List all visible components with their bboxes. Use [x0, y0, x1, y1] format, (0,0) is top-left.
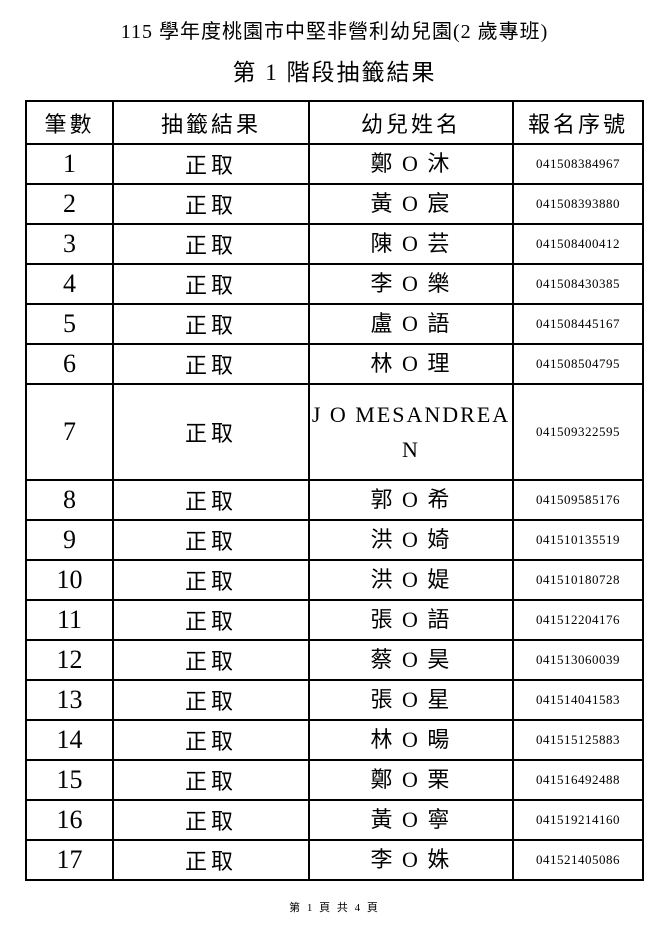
registration-number-cell: 041508504795: [512, 343, 644, 385]
header-child-name: 幼兒姓名: [308, 100, 514, 145]
table-header-row: 筆數 抽籤結果 幼兒姓名 報名序號: [25, 100, 644, 145]
child-name-cell: 鄭 O 沐: [308, 143, 514, 185]
table-row: 11 正取張 O 語 041512204176: [25, 599, 644, 641]
table-row: 13 正取張 O 星 041514041583: [25, 679, 644, 721]
table-row: 6 正取林 O 理 041508504795: [25, 343, 644, 385]
table-row: 1 正取鄭 O 沐 041508384967: [25, 143, 644, 185]
table-row: 2 正取黃 O 宸 041508393880: [25, 183, 644, 225]
child-name-cell: 盧 O 語: [308, 303, 514, 345]
child-name-cell: 林 O 暘: [308, 719, 514, 761]
registration-number-cell: 041510180728: [512, 559, 644, 601]
child-name-cell: 洪 O 媞: [308, 559, 514, 601]
child-name-cell: J O MESANDREA N: [308, 383, 514, 481]
child-name-cell: 郭 O 希: [308, 479, 514, 521]
registration-number-cell: 041508445167: [512, 303, 644, 345]
child-name-cell: 蔡 O 昊: [308, 639, 514, 681]
registration-number-cell: 041519214160: [512, 799, 644, 841]
child-name-cell: 李 O 姝: [308, 839, 514, 881]
child-name-cell: 洪 O 婍: [308, 519, 514, 561]
registration-number-cell: 041512204176: [512, 599, 644, 641]
child-name-cell: 林 O 理: [308, 343, 514, 385]
table-row: 17 正取李 O 姝 041521405086: [25, 839, 644, 881]
lottery-result-cell: 正取: [112, 183, 310, 225]
entry-number-cell: 6: [25, 343, 114, 385]
document-subtitle: 第 1 階段抽籤結果: [232, 60, 437, 85]
lottery-result-cell: 正取: [112, 303, 310, 345]
lottery-result-cell: 正取: [112, 263, 310, 305]
lottery-result-cell: 正取: [112, 479, 310, 521]
registration-number-cell: 041508400412: [512, 223, 644, 265]
entry-number-cell: 10: [25, 559, 114, 601]
registration-number-cell: 041509322595: [512, 383, 644, 481]
lottery-result-cell: 正取: [112, 799, 310, 841]
registration-number-cell: 041508430385: [512, 263, 644, 305]
table-row: 12 正取蔡 O 昊 041513060039: [25, 639, 644, 681]
registration-number-cell: 041513060039: [512, 639, 644, 681]
entry-number-cell: 7: [25, 383, 114, 481]
lottery-result-cell: 正取: [112, 839, 310, 881]
entry-number-cell: 5: [25, 303, 114, 345]
table-row: 8 正取郭 O 希 041509585176: [25, 479, 644, 521]
entry-number-cell: 1: [25, 143, 114, 185]
lottery-result-cell: 正取: [112, 383, 310, 481]
entry-number-cell: 16: [25, 799, 114, 841]
lottery-result-cell: 正取: [112, 679, 310, 721]
lottery-result-cell: 正取: [112, 719, 310, 761]
entry-number-cell: 13: [25, 679, 114, 721]
entry-number-cell: 8: [25, 479, 114, 521]
lottery-result-cell: 正取: [112, 759, 310, 801]
registration-number-cell: 041508384967: [512, 143, 644, 185]
header-lottery-result: 抽籤結果: [112, 100, 310, 145]
table-row: 4 正取李 O 樂 041508430385: [25, 263, 644, 305]
entry-number-cell: 9: [25, 519, 114, 561]
lottery-result-cell: 正取: [112, 223, 310, 265]
registration-number-cell: 041521405086: [512, 839, 644, 881]
child-name-cell: 黃 O 宸: [308, 183, 514, 225]
registration-number-cell: 041510135519: [512, 519, 644, 561]
lottery-results-table: 筆數 抽籤結果 幼兒姓名 報名序號 1 正取鄭 O 沐 041508384967 2 正…: [25, 100, 644, 881]
table-row: 15 正取鄭 O 栗 041516492488: [25, 759, 644, 801]
lottery-result-cell: 正取: [112, 143, 310, 185]
entry-number-cell: 12: [25, 639, 114, 681]
lottery-result-cell: 正取: [112, 519, 310, 561]
table-body: 1 正取鄭 O 沐 041508384967 2 正取黃 O 宸 041508393880…: [25, 143, 644, 881]
entry-number-cell: 11: [25, 599, 114, 641]
table-row: 7 正取 J O MESANDREA N 041509322595: [25, 383, 644, 481]
child-name-cell: 陳 O 芸: [308, 223, 514, 265]
entry-number-cell: 2: [25, 183, 114, 225]
child-name-cell: 張 O 語: [308, 599, 514, 641]
page-number-footer: 第 1 頁 共 4 頁: [289, 902, 380, 914]
entry-number-cell: 17: [25, 839, 114, 881]
entry-number-cell: 4: [25, 263, 114, 305]
registration-number-cell: 041514041583: [512, 679, 644, 721]
table-row: 3 正取陳 O 芸 041508400412: [25, 223, 644, 265]
child-name-cell: 張 O 星: [308, 679, 514, 721]
child-name-cell: 黃 O 寧: [308, 799, 514, 841]
lottery-result-cell: 正取: [112, 599, 310, 641]
table-row: 5 正取盧 O 語 041508445167: [25, 303, 644, 345]
header-registration-number: 報名序號: [512, 100, 644, 145]
lottery-result-cell: 正取: [112, 343, 310, 385]
lottery-result-cell: 正取: [112, 639, 310, 681]
entry-number-cell: 3: [25, 223, 114, 265]
header-entry-number: 筆數: [25, 100, 114, 145]
child-name-cell: 鄭 O 栗: [308, 759, 514, 801]
table-row: 14 正取林 O 暘 041515125883: [25, 719, 644, 761]
registration-number-cell: 041516492488: [512, 759, 644, 801]
entry-number-cell: 14: [25, 719, 114, 761]
table-row: 16 正取黃 O 寧 041519214160: [25, 799, 644, 841]
table-row: 9 正取洪 O 婍 041510135519: [25, 519, 644, 561]
entry-number-cell: 15: [25, 759, 114, 801]
registration-number-cell: 041508393880: [512, 183, 644, 225]
registration-number-cell: 041509585176: [512, 479, 644, 521]
lottery-result-cell: 正取: [112, 559, 310, 601]
table-row: 10 正取洪 O 媞 041510180728: [25, 559, 644, 601]
registration-number-cell: 041515125883: [512, 719, 644, 761]
child-name-cell: 李 O 樂: [308, 263, 514, 305]
document-title: 115 學年度桃園市中堅非營利幼兒園(2 歲專班): [120, 21, 549, 43]
